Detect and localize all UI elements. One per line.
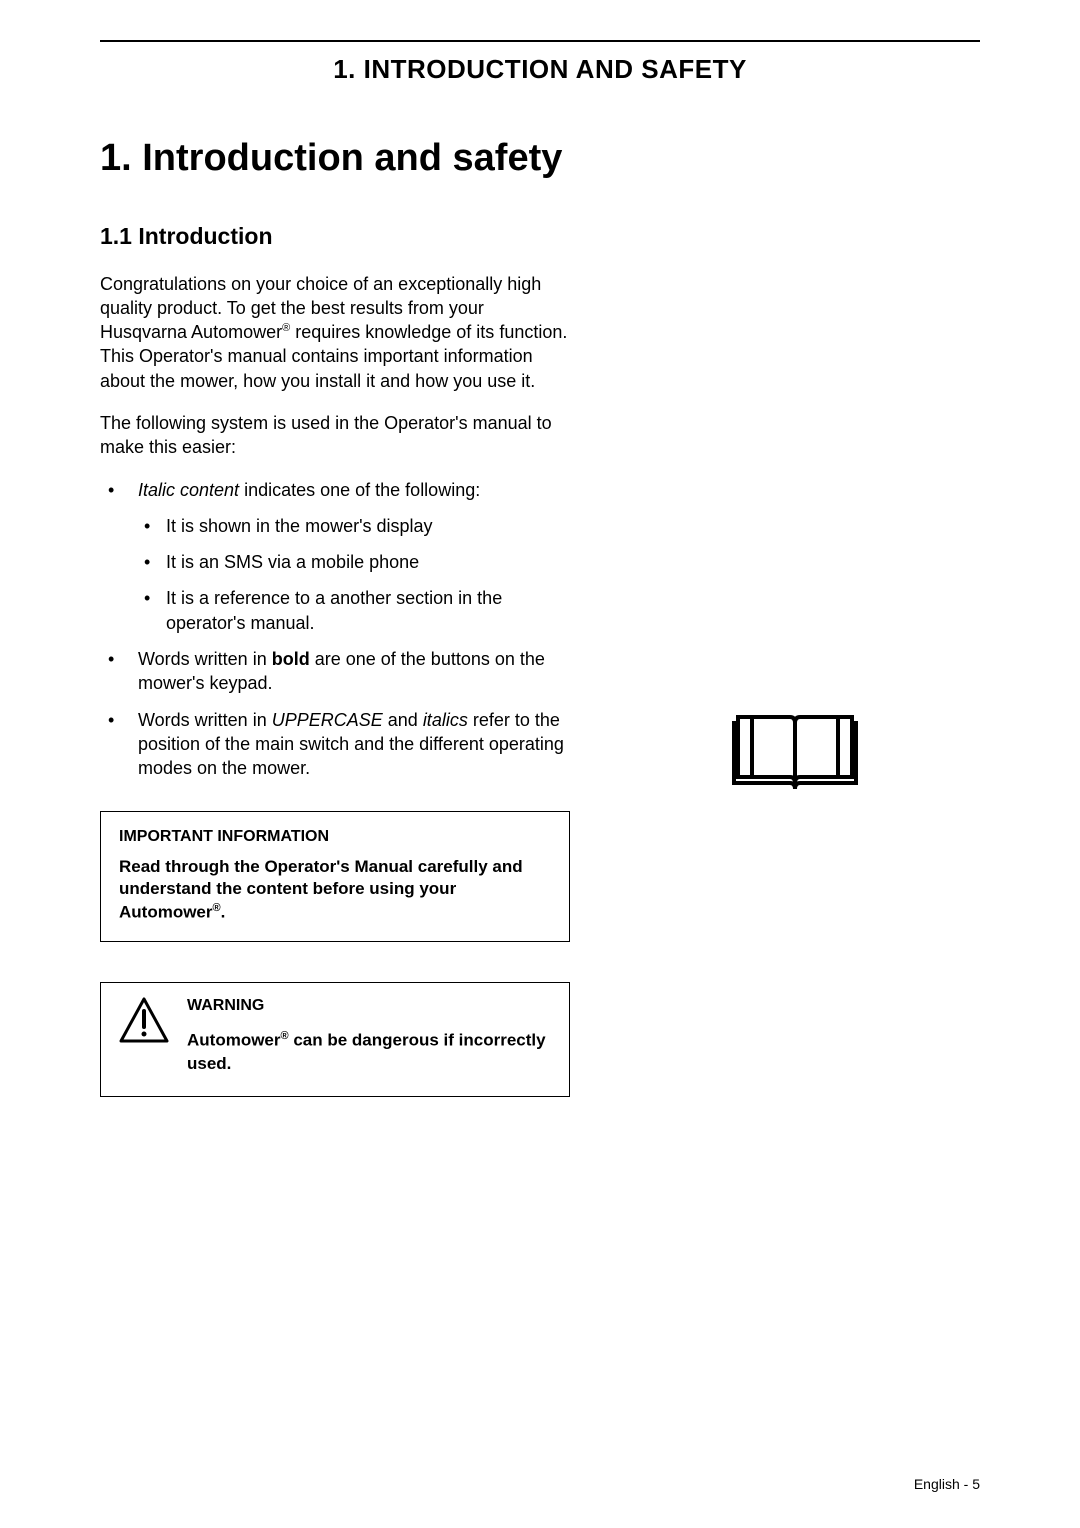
warning-box: WARNING Automower® can be dangerous if i… <box>100 982 570 1097</box>
intro-paragraph-2: The following system is used in the Oper… <box>100 411 570 460</box>
left-column: 1.1 Introduction Congratulations on your… <box>100 223 570 1097</box>
page: 1. INTRODUCTION AND SAFETY 1. Introducti… <box>0 0 1080 1127</box>
sub-bullet-1: It is shown in the mower's display <box>138 514 570 538</box>
bullet2-pre: Words written in <box>138 649 272 669</box>
bullet1-italic: Italic content <box>138 480 239 500</box>
info-body-post: . <box>221 903 226 922</box>
bullet3-pre: Words written in <box>138 710 272 730</box>
page-footer: English - 5 <box>914 1476 980 1492</box>
chapter-title: 1. Introduction and safety <box>100 135 980 183</box>
top-rule <box>100 40 980 42</box>
warning-body: Automower® can be dangerous if incorrect… <box>187 1029 551 1076</box>
bullet3-mid: and <box>383 710 423 730</box>
bullet-item-1: Italic content indicates one of the foll… <box>100 478 570 635</box>
info-header: IMPORTANT INFORMATION <box>119 828 551 846</box>
registered-mark: ® <box>282 322 290 334</box>
warning-icon <box>119 997 169 1048</box>
registered-mark: ® <box>281 1030 289 1042</box>
warning-header: WARNING <box>187 997 551 1015</box>
bullet2-bold: bold <box>272 649 310 669</box>
warning-text: WARNING Automower® can be dangerous if i… <box>187 997 551 1076</box>
manual-icon <box>730 703 860 1097</box>
bullet-list: Italic content indicates one of the foll… <box>100 478 570 781</box>
info-body: Read through the Operator's Manual caref… <box>119 856 551 925</box>
intro-paragraph-1: Congratulations on your choice of an exc… <box>100 272 570 393</box>
content-columns: 1.1 Introduction Congratulations on your… <box>100 223 980 1097</box>
section-title: 1.1 Introduction <box>100 223 570 250</box>
bullet-item-3: Words written in UPPERCASE and italics r… <box>100 708 570 781</box>
sub-bullet-3: It is a reference to a another section i… <box>138 586 570 635</box>
info-body-pre: Read through the Operator's Manual caref… <box>119 857 523 923</box>
warn-body-pre: Automower <box>187 1031 281 1050</box>
sub-bullet-2: It is an SMS via a mobile phone <box>138 550 570 574</box>
bullet-item-2: Words written in bold are one of the but… <box>100 647 570 696</box>
bullet3-upper: UPPERCASE <box>272 710 383 730</box>
right-column <box>610 223 980 1097</box>
sub-bullet-list: It is shown in the mower's display It is… <box>138 514 570 635</box>
bullet1-rest: indicates one of the following: <box>239 480 480 500</box>
running-header: 1. INTRODUCTION AND SAFETY <box>100 54 980 85</box>
bullet3-italics: italics <box>423 710 468 730</box>
registered-mark: ® <box>213 902 221 914</box>
important-information-box: IMPORTANT INFORMATION Read through the O… <box>100 811 570 942</box>
